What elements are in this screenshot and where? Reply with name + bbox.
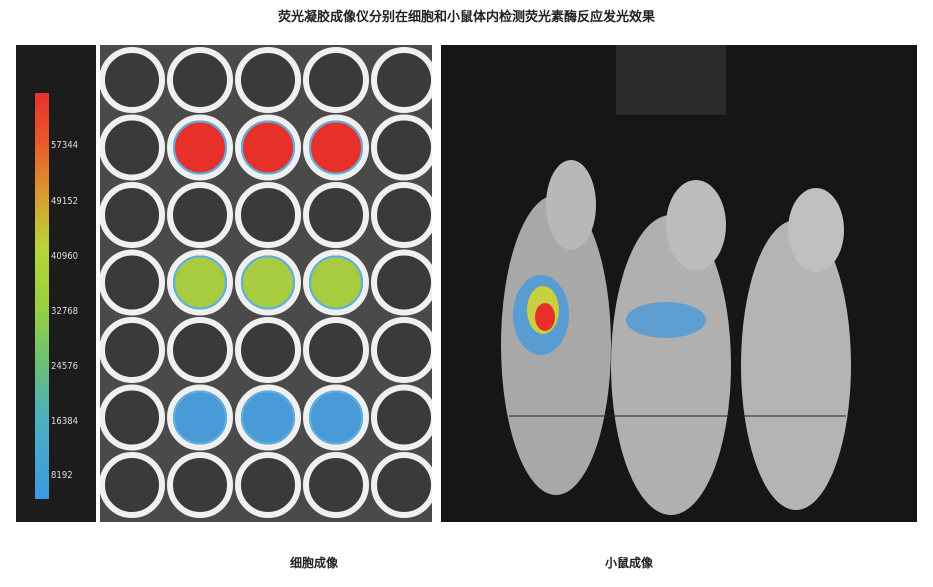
- well: [235, 47, 301, 113]
- well-signal: [309, 120, 363, 175]
- mouse-middle: [611, 180, 731, 515]
- well: [303, 317, 369, 383]
- well: [303, 47, 369, 113]
- well: [235, 452, 301, 518]
- well: [371, 114, 432, 181]
- well-signal: [173, 120, 227, 175]
- well-signal: [173, 255, 227, 310]
- well: [371, 317, 432, 383]
- well: [235, 182, 301, 248]
- well-signal: [173, 390, 227, 445]
- well: [167, 452, 233, 518]
- well: [303, 452, 369, 518]
- well: [100, 452, 165, 518]
- colorbar-tick: 16384: [51, 416, 79, 427]
- well-signal: [309, 390, 363, 445]
- well: [100, 384, 165, 451]
- well-signal: [241, 390, 295, 445]
- well: [100, 114, 165, 181]
- well: [303, 182, 369, 248]
- well-plate-image: [100, 45, 432, 522]
- well-signal: [241, 120, 295, 175]
- colorbar: 57344 49152 40960 32768 24576 16384 8192: [16, 45, 96, 522]
- well: [167, 182, 233, 248]
- colorbar-tick: 32768: [51, 306, 79, 317]
- mouse-left: [501, 160, 611, 495]
- camera-fixture: [616, 45, 726, 115]
- well-signal: [309, 255, 363, 310]
- colorbar-tick: 40960: [51, 251, 79, 262]
- well: [100, 249, 165, 316]
- well: [371, 249, 432, 316]
- well: [371, 384, 432, 451]
- well: [371, 182, 432, 248]
- mouse-right: [741, 188, 851, 510]
- caption-cells: 细胞成像: [290, 556, 339, 570]
- well: [167, 47, 233, 113]
- well: [235, 317, 301, 383]
- colorbar-gradient: [35, 93, 49, 499]
- well-signal: [241, 255, 295, 310]
- colorbar-tick: 57344: [51, 140, 79, 151]
- mice-image: [441, 45, 917, 522]
- well: [100, 317, 165, 383]
- well: [167, 317, 233, 383]
- caption-mice: 小鼠成像: [605, 556, 654, 570]
- well: [100, 47, 165, 113]
- well: [371, 452, 432, 518]
- colorbar-tick: 24576: [51, 361, 79, 372]
- well: [371, 47, 432, 113]
- figure-title: 荧光凝胶成像仪分别在细胞和小鼠体内检测荧光素酶反应发光效果: [277, 10, 655, 25]
- colorbar-tick: 8192: [51, 470, 73, 481]
- well: [100, 182, 165, 248]
- colorbar-tick: 49152: [51, 196, 79, 207]
